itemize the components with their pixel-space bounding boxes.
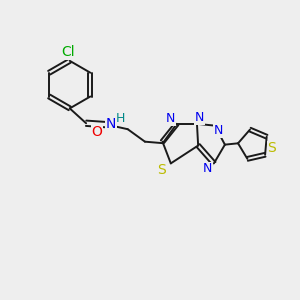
Text: Cl: Cl xyxy=(61,45,75,59)
Text: S: S xyxy=(267,141,276,155)
Text: N: N xyxy=(203,162,212,175)
Text: O: O xyxy=(92,125,102,139)
Text: S: S xyxy=(157,163,166,177)
Text: N: N xyxy=(166,112,175,125)
Text: H: H xyxy=(115,112,125,125)
Text: N: N xyxy=(106,117,116,131)
Text: N: N xyxy=(195,111,204,124)
Text: N: N xyxy=(214,124,223,137)
